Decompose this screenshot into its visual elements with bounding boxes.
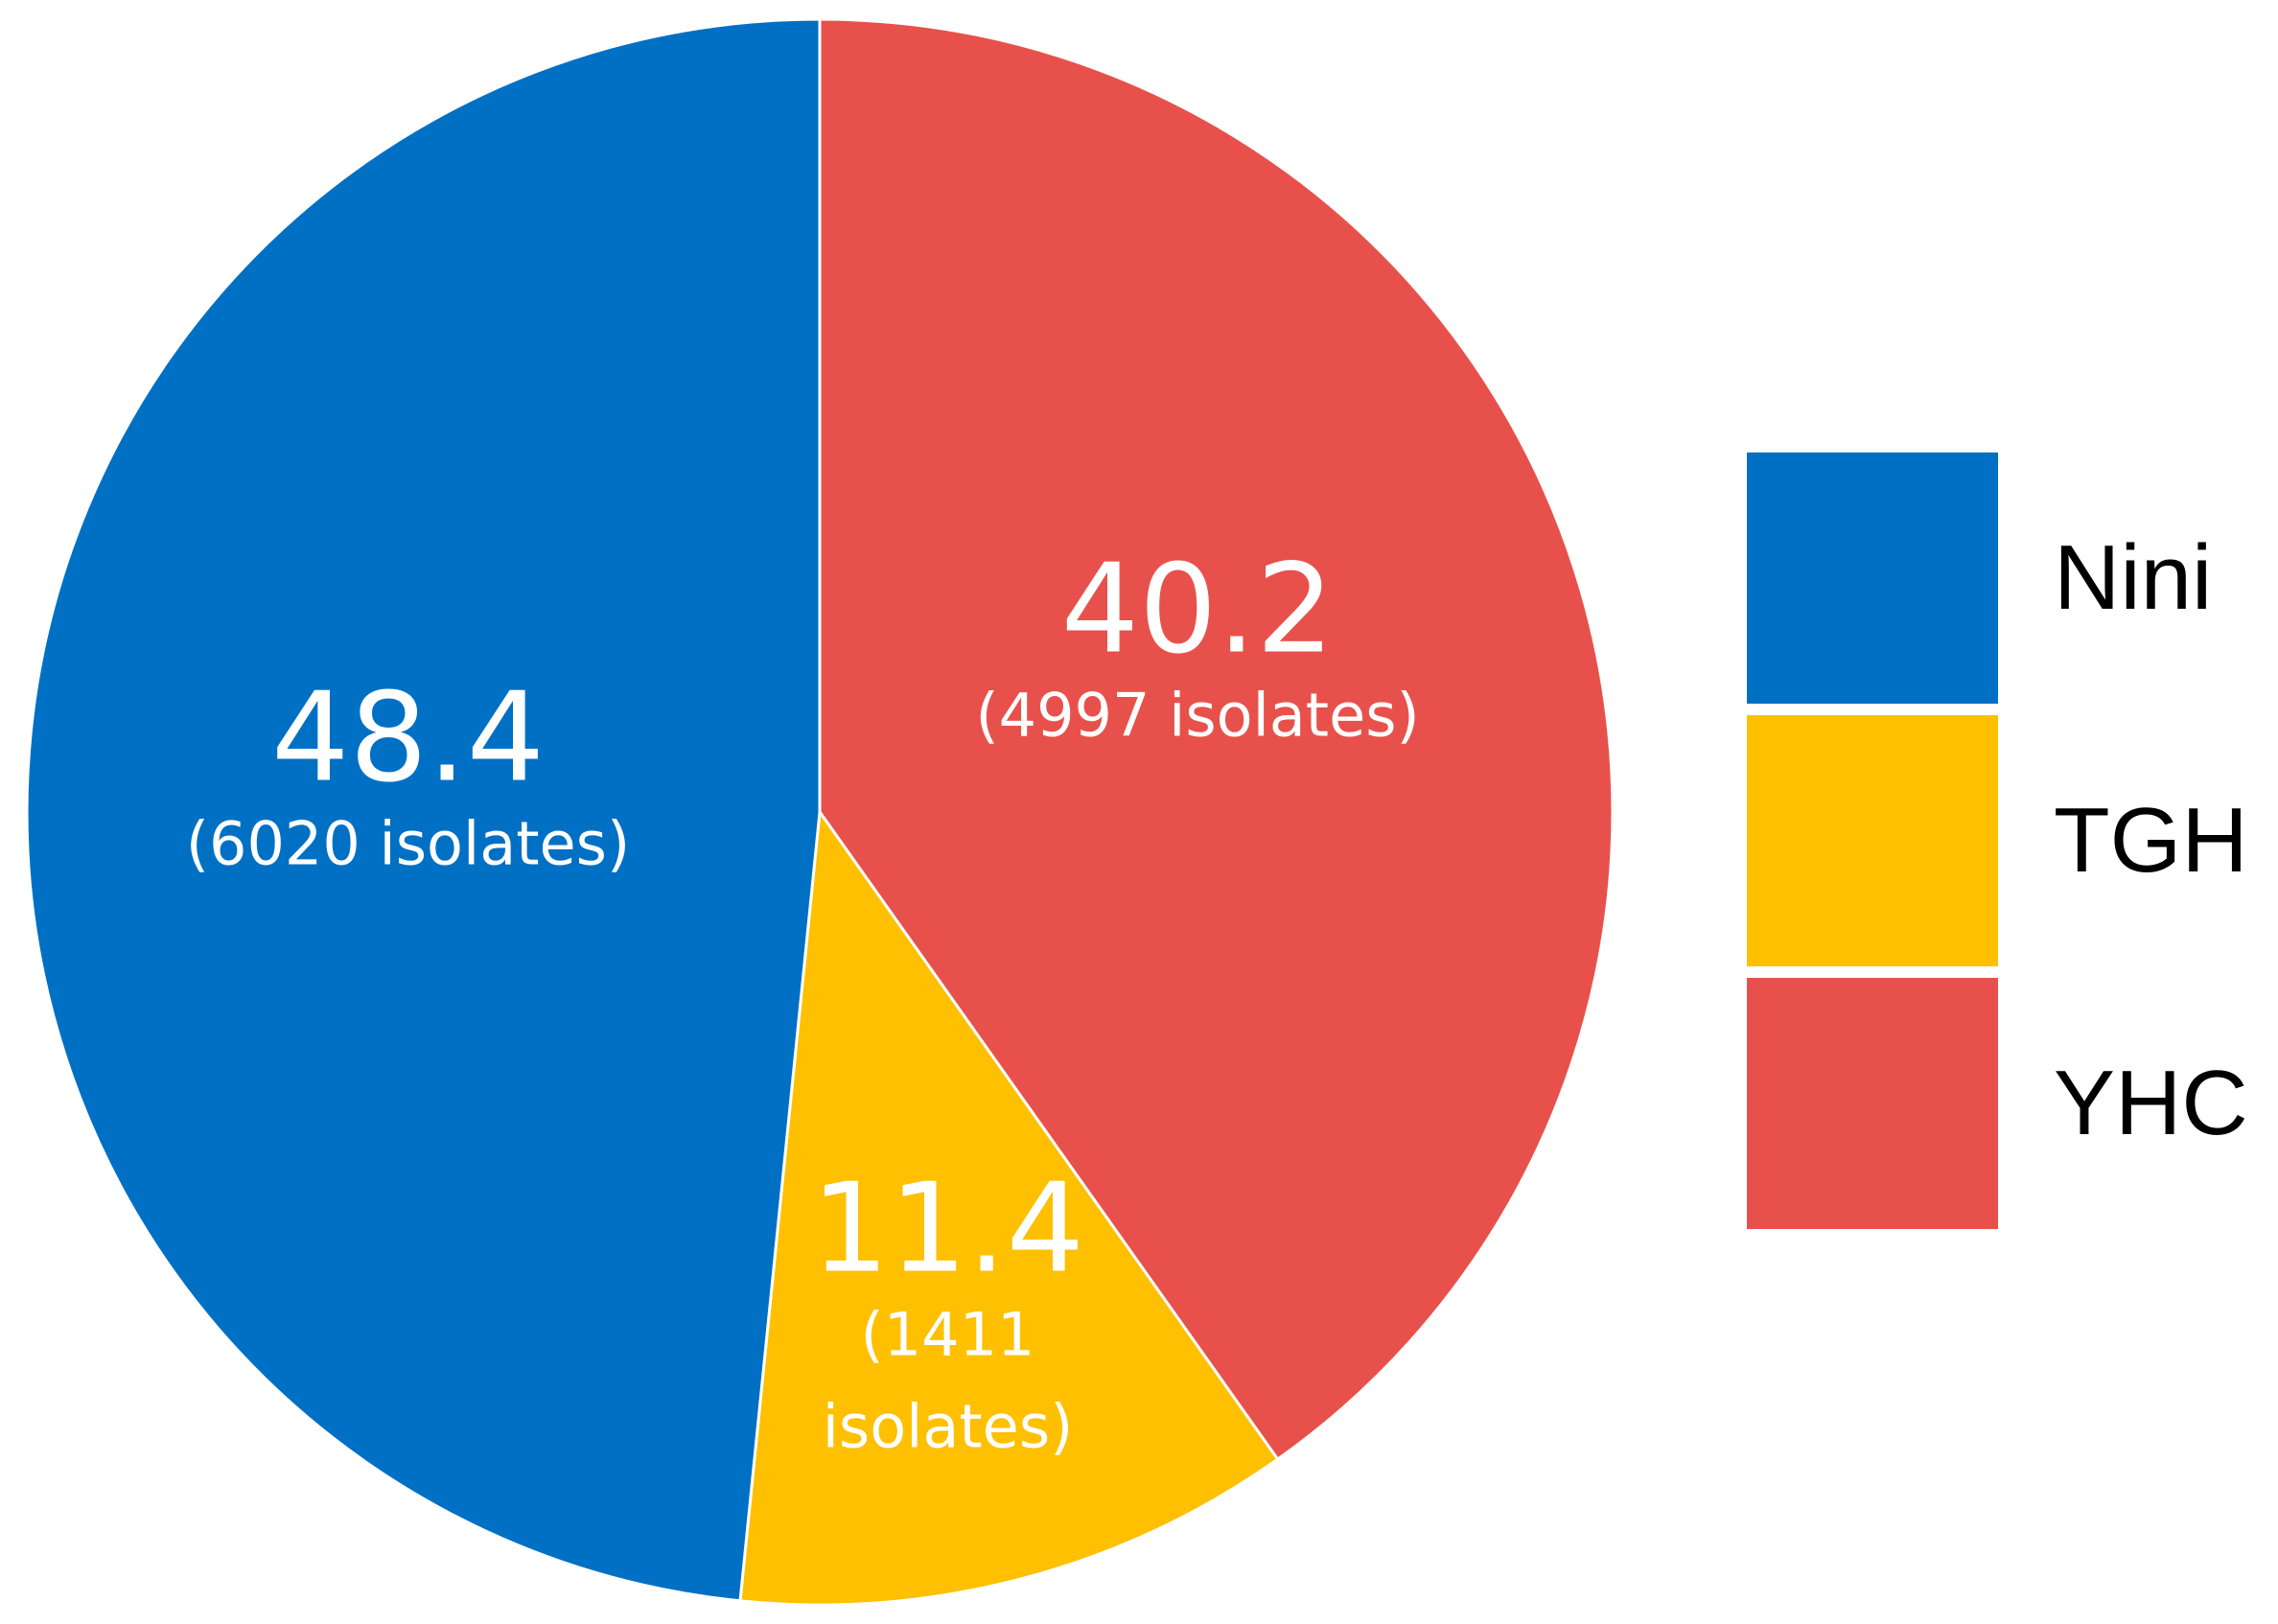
legend-swatch-nini	[1747, 452, 1998, 704]
slice-percent-label-nini: 48.4	[271, 666, 545, 809]
legend: Nini TGH YHC	[1747, 452, 2265, 1241]
pie-slice-tgh	[738, 807, 1280, 1607]
pie-chart: 40.2(4997 isolates) 11.4(1411 isolates) 48.…	[25, 17, 1615, 1607]
legend-label-nini: Nini	[2054, 526, 2213, 629]
legend-item-nini: Nini	[1747, 452, 2265, 704]
slice-count-label-tgh-1: (1411	[861, 1299, 1035, 1369]
slice-count-label-yhc: (4997 isolates)	[975, 681, 1419, 751]
legend-swatch-yhc	[1747, 978, 1998, 1229]
pie-slice-nini	[25, 17, 822, 1603]
slice-percent-label-tgh: 11.4	[811, 1157, 1084, 1300]
legend-label-yhc: YHC	[2054, 1052, 2248, 1154]
slice-percent-label-yhc: 40.2	[1061, 539, 1335, 682]
legend-item-yhc: YHC	[1747, 978, 2265, 1229]
legend-label-tgh: TGH	[2054, 789, 2248, 892]
pie-slice-yhc	[818, 17, 1615, 1462]
legend-swatch-tgh	[1747, 715, 1998, 966]
slice-count-label-nini: (6020 isolates)	[186, 808, 630, 878]
legend-item-tgh: TGH	[1747, 715, 2265, 966]
slice-count-label-tgh-2: isolates)	[823, 1391, 1074, 1461]
